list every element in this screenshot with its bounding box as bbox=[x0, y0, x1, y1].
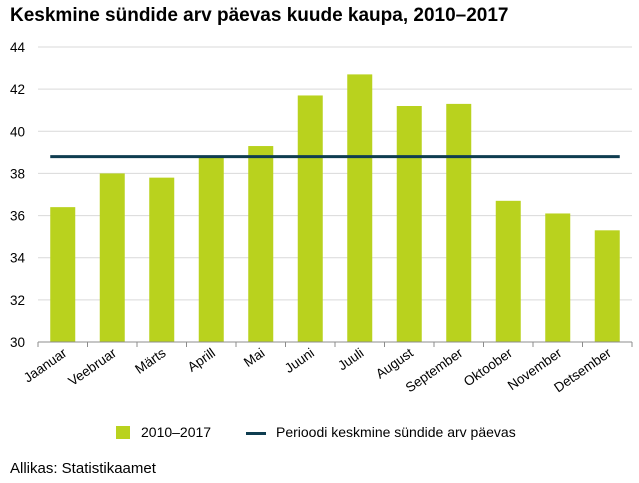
bar bbox=[446, 103, 472, 343]
legend: 2010–2017 Perioodi keskmine sündide arv … bbox=[0, 421, 639, 445]
bar bbox=[198, 156, 224, 342]
x-tick-label: Mai bbox=[241, 345, 267, 370]
bar bbox=[545, 213, 571, 342]
gridlines bbox=[38, 46, 632, 301]
y-tick-label: 36 bbox=[10, 209, 25, 224]
y-tick-label: 44 bbox=[10, 40, 26, 55]
bar bbox=[99, 173, 125, 342]
x-tick-label: August bbox=[373, 345, 416, 382]
x-tick-label: Märts bbox=[132, 345, 168, 377]
bars bbox=[50, 74, 620, 343]
y-tick-label: 42 bbox=[10, 82, 25, 97]
y-tick-label: 40 bbox=[10, 124, 25, 139]
bar bbox=[248, 146, 274, 342]
y-tick-label: 32 bbox=[10, 293, 25, 308]
y-tick-label: 34 bbox=[10, 251, 26, 266]
bar bbox=[396, 106, 422, 342]
legend-line-label: Perioodi keskmine sündide arv päevas bbox=[276, 424, 516, 440]
bar bbox=[149, 177, 175, 342]
y-axis-ticks: 30 32 34 36 38 40 42 44 bbox=[10, 40, 26, 350]
legend-bar-label: 2010–2017 bbox=[141, 424, 212, 440]
bar bbox=[495, 200, 521, 342]
legend-line-swatch bbox=[246, 432, 266, 435]
x-tick-label: Aprill bbox=[185, 345, 218, 375]
chart-title: Keskmine sündide arv päevas kuude kaupa,… bbox=[10, 5, 509, 26]
legend-bar-swatch bbox=[116, 426, 130, 439]
bar bbox=[297, 95, 323, 342]
y-tick-label: 30 bbox=[10, 335, 25, 350]
y-tick-label: 38 bbox=[10, 166, 25, 181]
bar bbox=[50, 207, 76, 342]
bar bbox=[594, 230, 620, 342]
bar bbox=[347, 74, 373, 343]
x-tick-label: Jaanuar bbox=[21, 345, 70, 386]
x-tick-label: Juuni bbox=[282, 345, 317, 376]
x-axis bbox=[37, 341, 633, 347]
x-tick-label: Juuli bbox=[335, 345, 366, 373]
x-tick-label: Veebruar bbox=[65, 345, 119, 389]
source-note: Allikas: Statistikaamet bbox=[10, 460, 156, 477]
